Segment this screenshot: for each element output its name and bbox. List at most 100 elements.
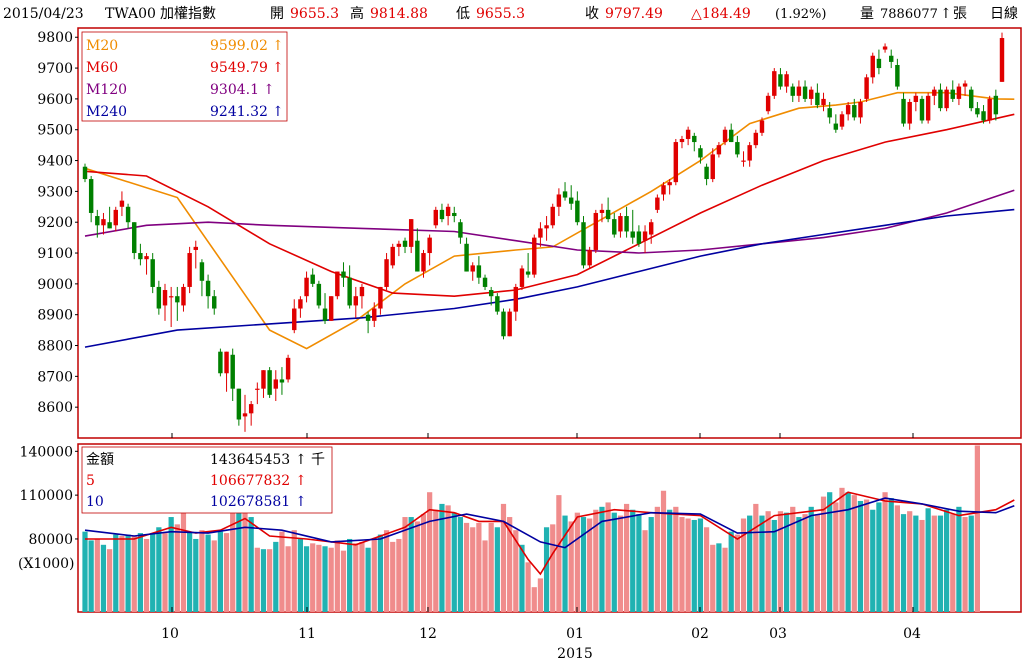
volume-bar	[168, 517, 174, 612]
candle	[821, 92, 826, 112]
candle-body	[427, 237, 432, 254]
candle-body	[328, 296, 334, 321]
candle	[230, 348, 235, 402]
candle-body	[765, 95, 771, 112]
candle	[273, 370, 279, 402]
candle-body	[925, 95, 931, 121]
candle-body	[322, 308, 328, 321]
candle	[987, 95, 992, 124]
candle-body	[956, 86, 962, 99]
candle	[679, 135, 685, 149]
header-volume-arrow: ↑	[940, 6, 952, 22]
volume-x-ticks	[171, 607, 914, 612]
candle	[359, 283, 365, 309]
candle	[162, 283, 168, 321]
volume-bar	[716, 543, 722, 612]
candle-body	[852, 105, 857, 118]
volume-bar	[968, 515, 974, 612]
volume-bar	[950, 514, 956, 612]
month-label: 10	[161, 626, 179, 642]
candle	[421, 249, 426, 278]
volume-bar	[605, 502, 611, 612]
volume-bar	[562, 515, 568, 612]
price-y-tick-label: 9800	[37, 30, 73, 46]
candle	[408, 219, 414, 254]
volume-bar	[365, 547, 371, 612]
volume-bar	[439, 503, 445, 612]
legend-ma5-value: 106677832	[210, 473, 290, 489]
volume-bar	[587, 518, 593, 612]
volume-bar	[359, 541, 365, 612]
volume-bar	[310, 543, 316, 612]
volume-bar	[623, 503, 630, 612]
candle	[95, 209, 100, 238]
volume-bars	[82, 445, 980, 612]
candle	[347, 265, 352, 309]
candle-body	[452, 212, 457, 217]
volume-bar	[593, 509, 599, 612]
year-label: 2015	[557, 646, 593, 662]
volume-bar	[556, 495, 562, 612]
candle	[550, 203, 555, 229]
candle-body	[359, 286, 365, 297]
volume-bar	[919, 519, 925, 612]
candle-body	[365, 314, 371, 321]
candle-body	[408, 219, 414, 247]
candle	[612, 212, 617, 238]
volume-bar	[543, 527, 550, 612]
volume-bar	[187, 531, 193, 612]
volume-bar	[463, 522, 470, 612]
candle	[593, 209, 599, 254]
volume-bar	[260, 549, 267, 612]
header-close-value: 9797.49	[605, 6, 663, 22]
volume-bar	[500, 503, 507, 612]
candle-body	[772, 71, 777, 96]
volume-bar	[457, 517, 464, 612]
candle	[544, 216, 549, 241]
volume-bar	[568, 521, 574, 612]
candle	[845, 101, 851, 121]
candle-body	[728, 129, 734, 143]
candle-body	[679, 138, 685, 143]
candle-body	[747, 145, 752, 161]
volume-bar	[236, 509, 242, 612]
volume-bar	[107, 549, 113, 612]
candle-body	[501, 311, 506, 337]
month-label: 03	[769, 626, 787, 642]
volume-bar	[550, 524, 556, 612]
ma-line-m60	[84, 113, 1015, 298]
volume-bar	[753, 503, 759, 612]
candle-body	[507, 311, 512, 337]
volume-bar	[900, 514, 907, 612]
volume-bar	[907, 511, 913, 612]
candle-body	[593, 212, 599, 250]
candle	[525, 253, 531, 278]
candle	[685, 126, 691, 146]
candle-body	[722, 129, 728, 143]
candle-body	[698, 148, 703, 158]
volume-panel: 80000 110000 140000 金額 143645453 ↑ 千 5 106…	[18, 443, 1022, 613]
volume-bar	[531, 587, 537, 612]
candle-body	[858, 101, 863, 118]
legend-m240-name: M240	[86, 104, 127, 120]
volume-bar	[316, 544, 322, 612]
candle-body	[581, 222, 586, 266]
candle	[716, 142, 722, 158]
candle	[661, 182, 666, 201]
volume-bar	[685, 518, 691, 612]
volume-bar	[217, 531, 224, 612]
legend-m20-name: M20	[86, 38, 118, 54]
volume-bar	[783, 512, 790, 612]
header-open-value: 9655.3	[290, 6, 339, 22]
candle	[999, 32, 1005, 82]
candle-body	[790, 86, 795, 96]
candle	[778, 68, 783, 90]
price-legend: M20 9599.02 ↑ M60 9549.79 ↑ M120 9304.1 …	[86, 38, 284, 120]
candle	[248, 401, 254, 426]
candle	[138, 243, 143, 266]
candle-body	[544, 225, 549, 229]
candle	[279, 367, 285, 395]
candle	[747, 142, 752, 167]
candle-body	[642, 231, 648, 241]
candle	[402, 237, 408, 254]
